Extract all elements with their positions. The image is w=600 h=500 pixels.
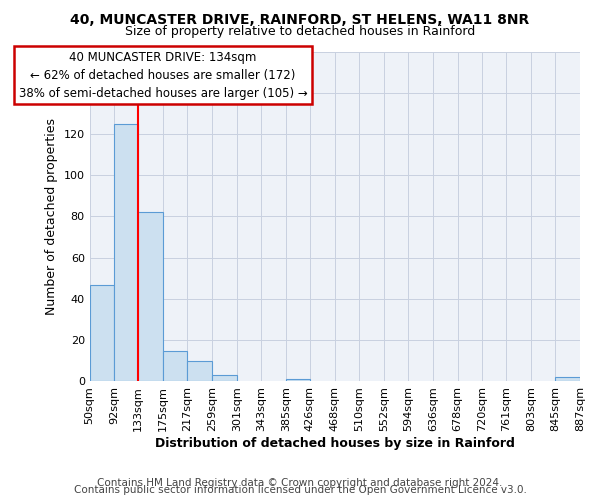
- Bar: [556, 378, 580, 382]
- Bar: [114, 124, 138, 382]
- Bar: [286, 380, 310, 382]
- Text: 40 MUNCASTER DRIVE: 134sqm
← 62% of detached houses are smaller (172)
38% of sem: 40 MUNCASTER DRIVE: 134sqm ← 62% of deta…: [19, 50, 308, 100]
- Bar: [138, 212, 163, 382]
- Text: Contains public sector information licensed under the Open Government Licence v3: Contains public sector information licen…: [74, 485, 526, 495]
- Text: Contains HM Land Registry data © Crown copyright and database right 2024.: Contains HM Land Registry data © Crown c…: [97, 478, 503, 488]
- Bar: [163, 350, 187, 382]
- X-axis label: Distribution of detached houses by size in Rainford: Distribution of detached houses by size …: [155, 437, 515, 450]
- Bar: [187, 361, 212, 382]
- Text: 40, MUNCASTER DRIVE, RAINFORD, ST HELENS, WA11 8NR: 40, MUNCASTER DRIVE, RAINFORD, ST HELENS…: [70, 12, 530, 26]
- Bar: [89, 284, 114, 382]
- Bar: [212, 376, 236, 382]
- Y-axis label: Number of detached properties: Number of detached properties: [45, 118, 58, 315]
- Text: Size of property relative to detached houses in Rainford: Size of property relative to detached ho…: [125, 25, 475, 38]
